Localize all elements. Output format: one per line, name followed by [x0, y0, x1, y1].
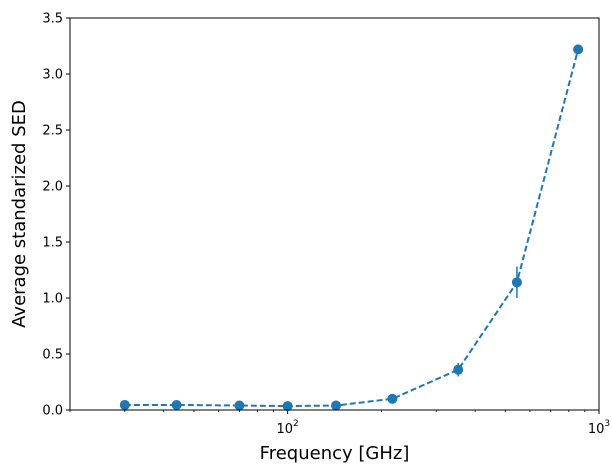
y-tick-label: 1.5	[42, 236, 63, 251]
y-tick-label: 2.0	[42, 180, 63, 195]
data-point	[387, 393, 398, 404]
y-tick-label: 3.5	[42, 12, 63, 27]
y-tick-label: 2.5	[42, 124, 63, 139]
data-point	[171, 399, 182, 410]
axis-ticks: 0.0 0.5 1.0 1.5 2.0 2.5 3.0 3.5 102 103	[42, 12, 610, 438]
data-point	[119, 399, 130, 410]
y-tick-label: 1.0	[42, 292, 63, 307]
y-axis-label: Average standarized SED	[9, 100, 30, 328]
x-axis-label: Frequency [GHz]	[260, 443, 410, 464]
plot-frame	[69, 17, 600, 411]
y-tick-label: 3.0	[42, 68, 63, 83]
data-point	[453, 364, 464, 375]
data-point	[573, 44, 584, 55]
y-tick-label: 0.0	[42, 404, 63, 419]
y-tick-label: 0.5	[42, 348, 63, 363]
data-point	[234, 400, 245, 411]
data-point	[511, 277, 522, 288]
data-series	[119, 44, 584, 412]
x-tick-label: 103	[588, 419, 610, 437]
data-point	[331, 400, 342, 411]
x-tick-label: 102	[276, 419, 298, 437]
data-point	[282, 401, 293, 412]
